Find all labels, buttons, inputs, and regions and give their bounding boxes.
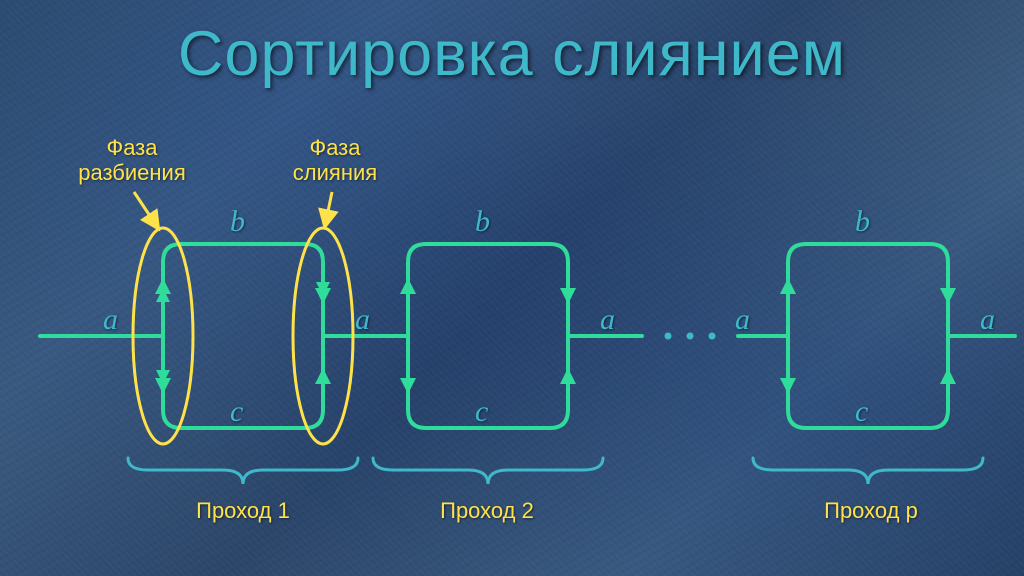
merge-sort-diagram bbox=[0, 0, 1024, 576]
slide: Сортировка слиянием Фазаразбиения Фазасл… bbox=[0, 0, 1024, 576]
